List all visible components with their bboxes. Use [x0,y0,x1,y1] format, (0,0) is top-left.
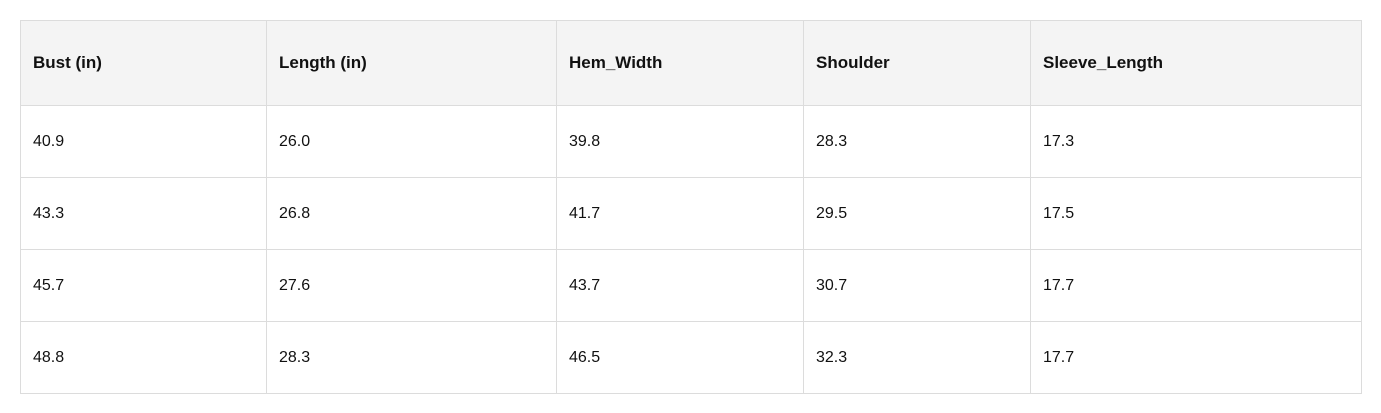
table-cell: 43.7 [556,249,804,322]
table-row: 48.8 28.3 46.5 32.3 17.7 [20,321,1362,394]
table-cell: 17.3 [1030,105,1362,178]
table-cell: 17.5 [1030,177,1362,250]
header-cell: Hem_Width [556,20,804,106]
table-cell: 46.5 [556,321,804,394]
table-cell: 17.7 [1030,249,1362,322]
table-body: 40.9 26.0 39.8 28.3 17.3 43.3 26.8 41.7 29.5 17.5… [20,105,1362,394]
table-cell: 40.9 [20,105,267,178]
table-cell: 26.8 [266,177,557,250]
table-cell: 39.8 [556,105,804,178]
table-row: 45.7 27.6 43.7 30.7 17.7 [20,249,1362,322]
table-cell: 32.3 [803,321,1031,394]
table-cell: 28.3 [803,105,1031,178]
table-cell: 41.7 [556,177,804,250]
table-row: 40.9 26.0 39.8 28.3 17.3 [20,105,1362,178]
table-cell: 29.5 [803,177,1031,250]
header-row: Bust (in) Length (in) Hem_Width Shoulder Sle… [20,20,1362,106]
header-cell: Length (in) [266,20,557,106]
size-table: Bust (in) Length (in) Hem_Width Shoulder Sle… [20,20,1362,394]
table-cell: 48.8 [20,321,267,394]
table-cell: 27.6 [266,249,557,322]
table-row: 43.3 26.8 41.7 29.5 17.5 [20,177,1362,250]
header-cell: Sleeve_Length [1030,20,1362,106]
table-cell: 26.0 [266,105,557,178]
header-cell: Bust (in) [20,20,267,106]
header-cell: Shoulder [803,20,1031,106]
table-cell: 45.7 [20,249,267,322]
table-cell: 43.3 [20,177,267,250]
table-cell: 17.7 [1030,321,1362,394]
table-cell: 28.3 [266,321,557,394]
table-header: Bust (in) Length (in) Hem_Width Shoulder Sle… [20,20,1362,106]
table-cell: 30.7 [803,249,1031,322]
